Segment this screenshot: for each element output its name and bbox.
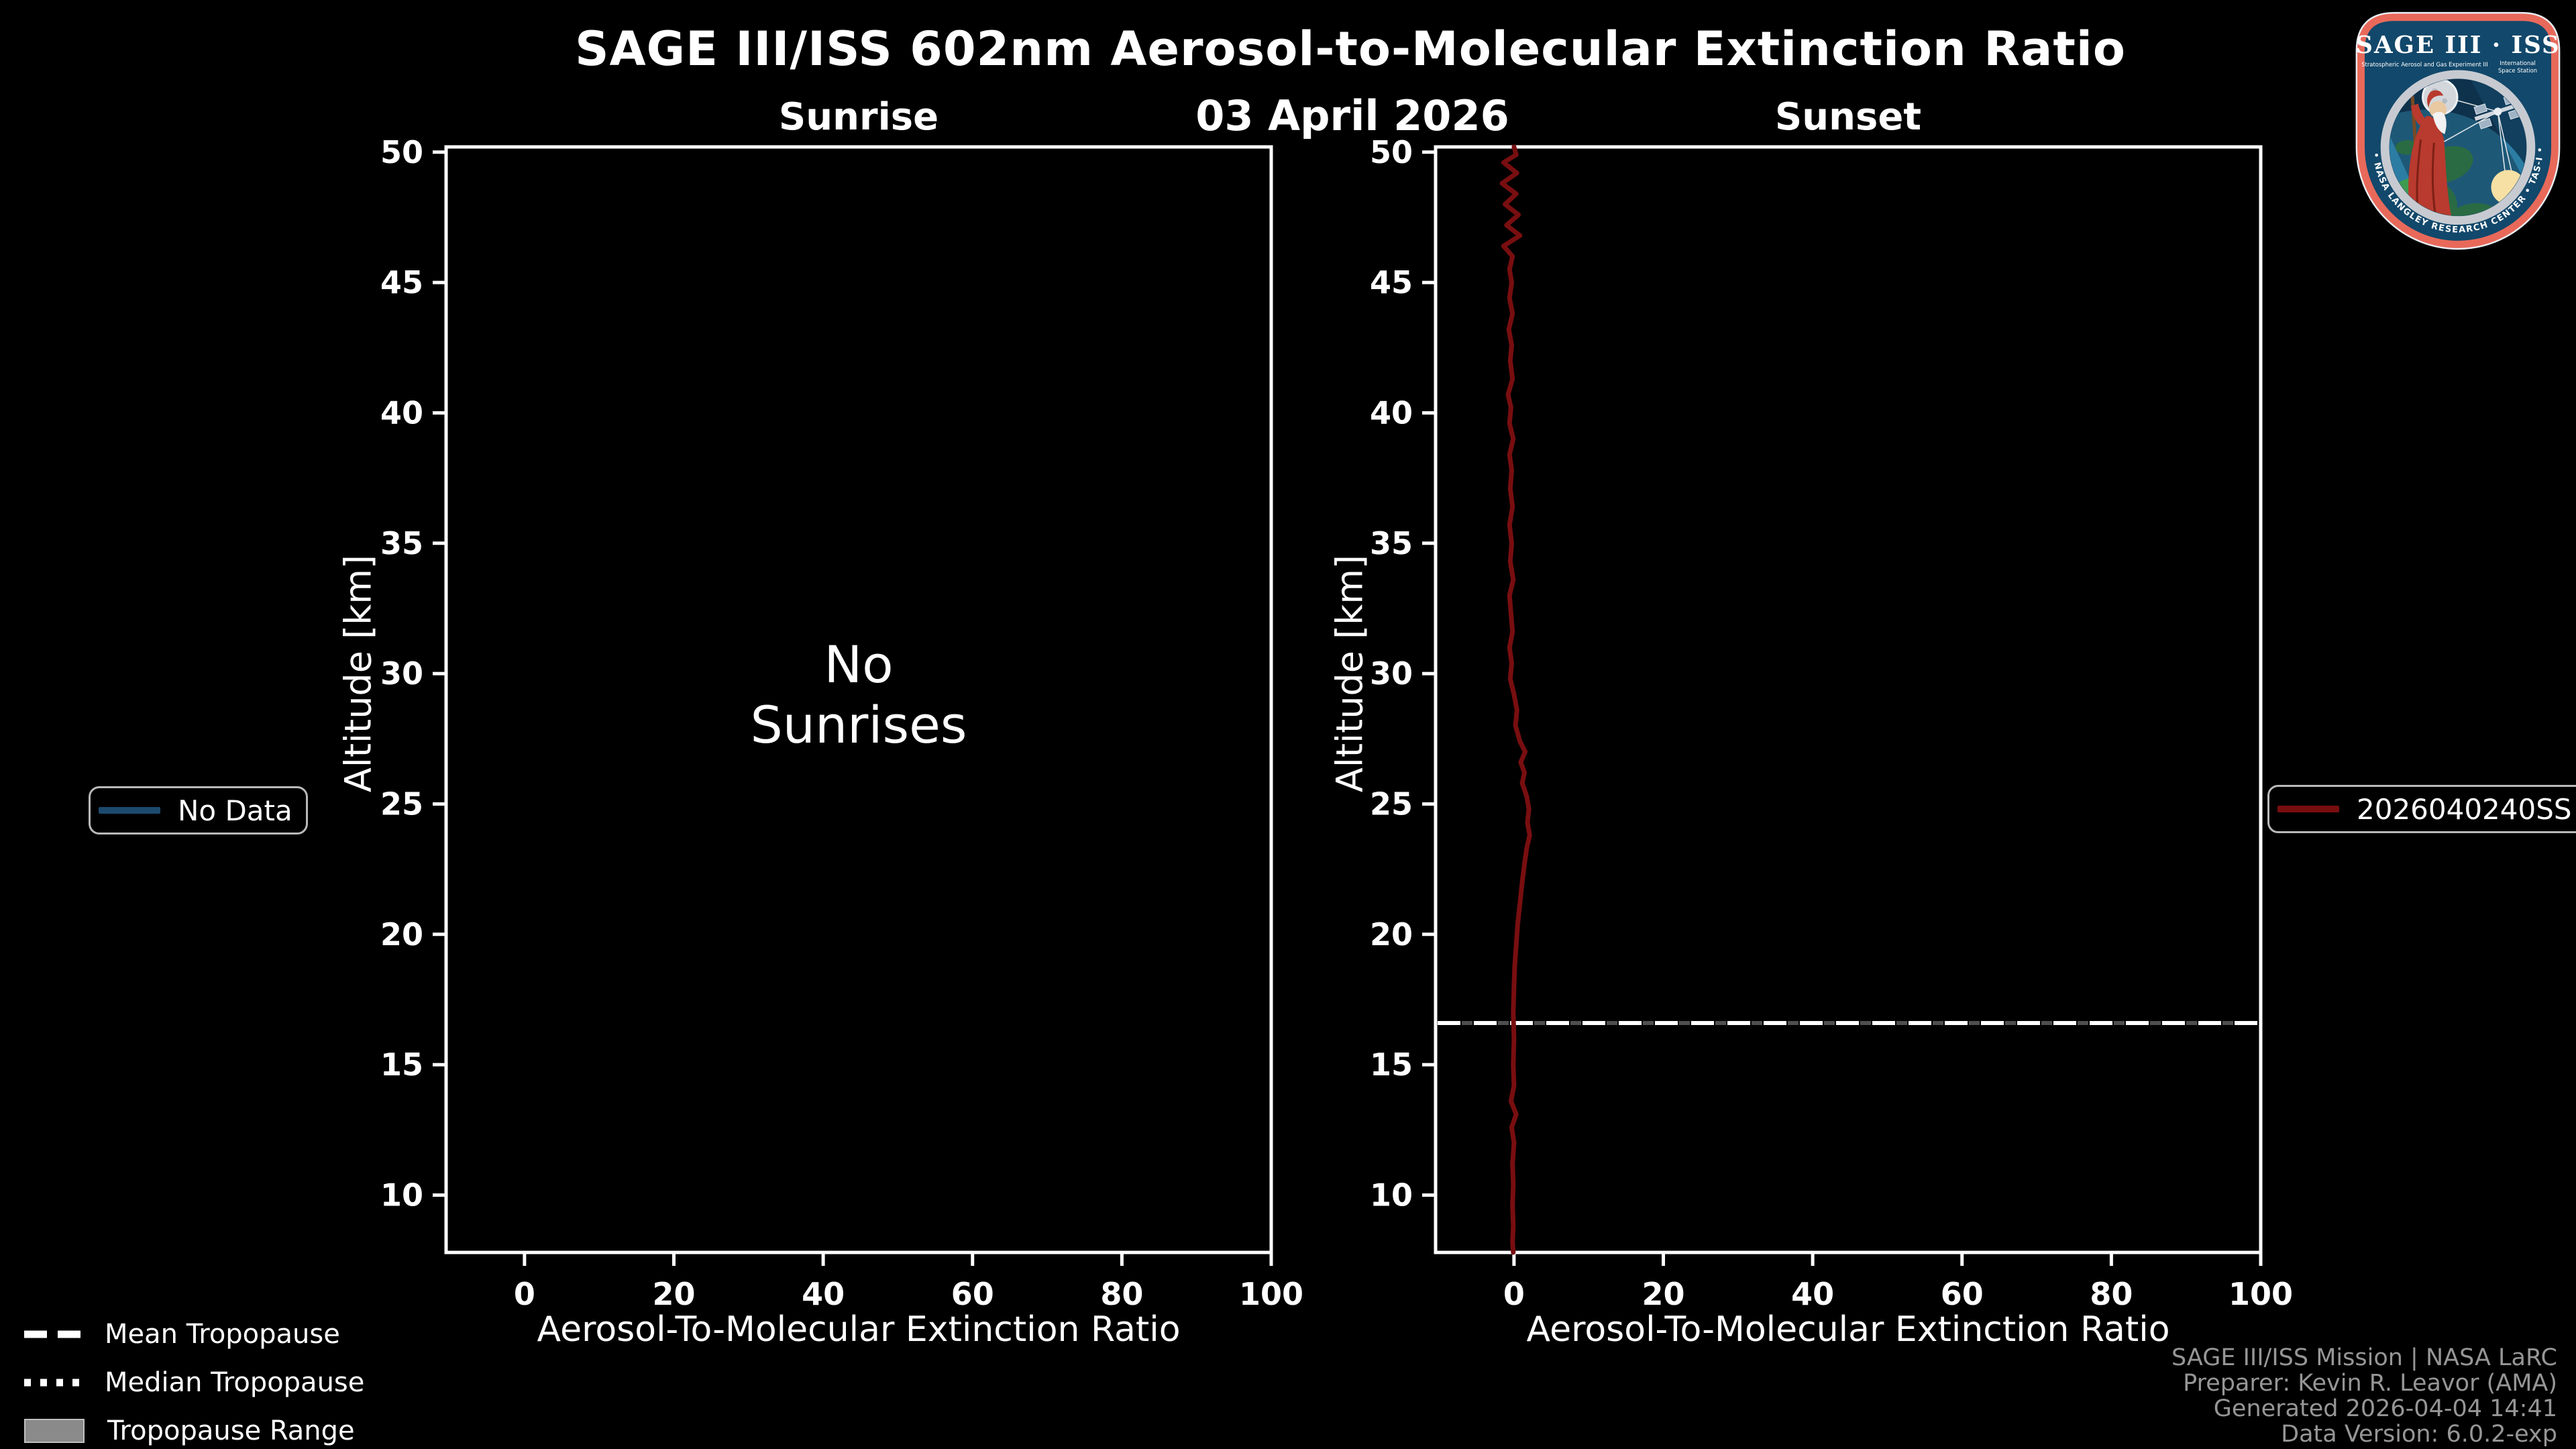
sunset-plot-frame bbox=[1434, 145, 2263, 1254]
patch-title-text: SAGE III · ISS bbox=[2355, 32, 2560, 59]
y-tick-label: 35 bbox=[1370, 525, 1413, 561]
x-tick-label: 100 bbox=[2229, 1276, 2293, 1312]
y-tick-label: 30 bbox=[380, 655, 423, 692]
sunset-legend: 2026040240SS bbox=[2267, 785, 2576, 833]
y-tick-label: 35 bbox=[380, 525, 423, 561]
date-subtitle: 03 April 2026 bbox=[1195, 91, 1509, 140]
y-tick-label: 50 bbox=[380, 134, 423, 170]
y-tick-label: 30 bbox=[1370, 655, 1413, 692]
x-tick-label: 40 bbox=[802, 1276, 845, 1312]
x-tick-label: 60 bbox=[1941, 1276, 1984, 1312]
y-tick-label: 10 bbox=[1370, 1177, 1413, 1213]
sunset-xaxis-label: Aerosol-To-Molecular Extinction Ratio bbox=[1526, 1309, 2170, 1350]
no-data-legend-label: No Data bbox=[178, 794, 292, 827]
mean-tropopause-label: Mean Tropopause bbox=[105, 1319, 340, 1350]
credits-block: SAGE III/ISS Mission | NASA LaRC Prepare… bbox=[2171, 1345, 2557, 1447]
y-tick-label: 40 bbox=[1370, 394, 1413, 431]
mean-tropopause-dash-icon bbox=[24, 1330, 82, 1338]
earth-icon bbox=[2390, 109, 2526, 216]
sunset-panel: 0 20 40 60 80 100 10 15 20 25 30 35 40 45 50 bbox=[1370, 134, 2293, 1312]
x-tick-label: 100 bbox=[1239, 1276, 1303, 1312]
y-tick-label: 45 bbox=[380, 264, 423, 301]
credit-preparer: Preparer: Kevin R. Leavor (AMA) bbox=[2183, 1370, 2557, 1397]
sunrise-panel: 0 20 40 60 80 100 10 15 20 25 30 35 40 45 50 No Sunri… bbox=[380, 134, 1303, 1312]
y-tick-label: 20 bbox=[380, 916, 423, 953]
x-tick-label: 20 bbox=[1642, 1276, 1684, 1312]
tropopause-range-box-icon bbox=[24, 1419, 85, 1443]
sunrise-xaxis-label: Aerosol-To-Molecular Extinction Ratio bbox=[537, 1309, 1181, 1350]
sunset-profile-line bbox=[1499, 144, 1532, 1255]
sunrise-legend: No Data bbox=[89, 786, 308, 835]
patch-subtitle-right-line2: Space Station bbox=[2498, 67, 2537, 74]
no-data-text-line2: Sunrises bbox=[751, 695, 967, 755]
legend-row-tropopause-range: Tropopause Range bbox=[24, 1407, 364, 1449]
y-tick-label: 20 bbox=[1370, 916, 1413, 953]
credit-mission: SAGE III/ISS Mission | NASA LaRC bbox=[2171, 1344, 2557, 1371]
sunset-x-ticks: 0 20 40 60 80 100 bbox=[1503, 1252, 2293, 1312]
sunrise-yaxis-label: Altitude [km] bbox=[337, 554, 380, 793]
median-tropopause-label: Median Tropopause bbox=[105, 1367, 365, 1398]
x-tick-label: 60 bbox=[951, 1276, 994, 1312]
sunset-legend-label: 2026040240SS bbox=[2357, 792, 2572, 826]
sunrise-x-ticks: 0 20 40 60 80 100 bbox=[514, 1252, 1303, 1312]
sunset-panel-title: Sunset bbox=[1774, 95, 1922, 139]
tropopause-range-label: Tropopause Range bbox=[107, 1415, 355, 1446]
sunset-line-swatch bbox=[2277, 806, 2339, 812]
no-data-text-line1: No bbox=[824, 635, 893, 694]
sunset-yaxis-label: Altitude [km] bbox=[1328, 554, 1371, 793]
sunset-y-ticks: 10 15 20 25 30 35 40 45 50 bbox=[1370, 134, 1436, 1213]
no-data-line-swatch bbox=[99, 807, 160, 814]
iss-icon bbox=[2473, 93, 2522, 129]
x-tick-label: 80 bbox=[1100, 1276, 1143, 1312]
y-tick-label: 40 bbox=[380, 394, 423, 431]
x-tick-label: 20 bbox=[652, 1276, 695, 1312]
y-tick-label: 10 bbox=[380, 1177, 423, 1213]
credit-data-version: Data Version: 6.0.2-exp bbox=[2281, 1421, 2557, 1448]
x-tick-label: 0 bbox=[1503, 1276, 1525, 1312]
x-tick-label: 80 bbox=[2090, 1276, 2133, 1312]
legend-row-mean-tropopause: Mean Tropopause bbox=[24, 1310, 364, 1358]
patch-subtitle-left: Stratospheric Aerosol and Gas Experiment… bbox=[2361, 61, 2488, 68]
sunrise-plot-frame bbox=[444, 145, 1273, 1254]
page-title: SAGE III/ISS 602nm Aerosol-to-Molecular … bbox=[575, 21, 2126, 76]
patch-subtitle-right-line1: International bbox=[2500, 60, 2536, 66]
y-tick-label: 15 bbox=[380, 1046, 423, 1083]
sunrise-y-ticks: 10 15 20 25 30 35 40 45 50 bbox=[380, 134, 446, 1213]
sage-iss-mission-patch-logo: ✦ ✦ ✦ ✦ bbox=[2345, 7, 2561, 250]
sunrise-panel-title: Sunrise bbox=[778, 95, 939, 139]
credit-generated: Generated 2026-04-04 14:41 bbox=[2213, 1395, 2557, 1422]
tropopause-legend: Mean Tropopause Median Tropopause Tropop… bbox=[24, 1310, 364, 1449]
legend-row-median-tropopause: Median Tropopause bbox=[24, 1358, 364, 1407]
y-tick-label: 50 bbox=[1370, 134, 1413, 170]
x-tick-label: 0 bbox=[514, 1276, 535, 1312]
x-tick-label: 40 bbox=[1791, 1276, 1834, 1312]
y-tick-label: 45 bbox=[1370, 264, 1413, 301]
y-tick-label: 25 bbox=[380, 786, 423, 822]
y-tick-label: 15 bbox=[1370, 1046, 1413, 1083]
median-tropopause-dot-icon bbox=[24, 1379, 82, 1387]
y-tick-label: 25 bbox=[1370, 786, 1413, 822]
